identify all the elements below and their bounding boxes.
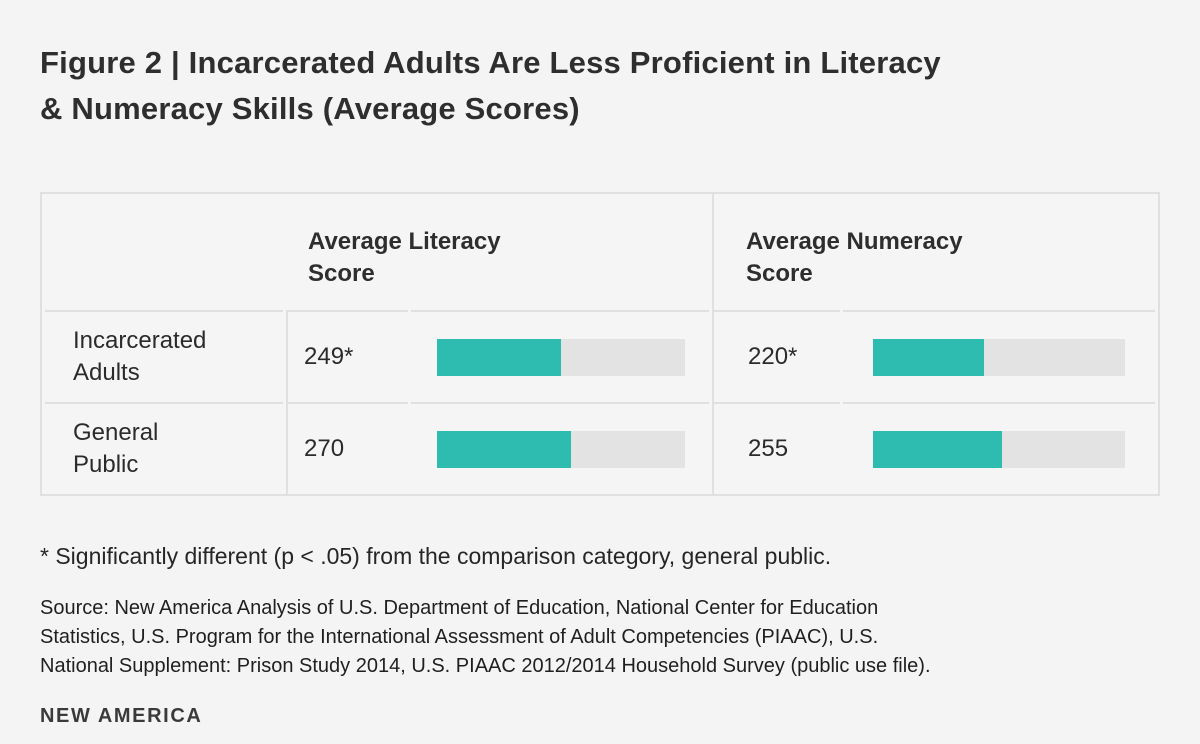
figure-title-line-1: Figure 2 | Incarcerated Adults Are Less …	[40, 45, 941, 80]
source-note: Source: New America Analysis of U.S. Dep…	[40, 594, 1160, 681]
literacy-column-header: Average Literacy Score	[286, 194, 709, 310]
source-line-2: Statistics, U.S. Program for the Interna…	[40, 626, 879, 648]
literacy-column-header-label: Average Literacy Score	[308, 228, 501, 287]
numeracy-score-bar-cell	[843, 402, 1155, 494]
bar-track	[873, 338, 1125, 376]
bar-track	[873, 430, 1125, 468]
row-label-text: Incarcerated Adults	[73, 327, 207, 386]
bar-fill	[873, 338, 984, 376]
numeracy-score-value: 220*	[712, 310, 840, 402]
row-label-incarcerated-adults: Incarcerated Adults	[45, 310, 283, 402]
row-label-text: General Public	[73, 419, 159, 478]
bar-track	[437, 338, 685, 376]
new-america-wordmark: NEW AMERICA	[40, 705, 203, 727]
bar-fill	[873, 430, 1002, 468]
numeracy-column-header: Average Numeracy Score	[712, 194, 1155, 310]
significance-footnote: * Significantly different (p < .05) from…	[40, 543, 832, 569]
literacy-score-value: 249*	[286, 310, 408, 402]
numeracy-score-value: 255	[712, 402, 840, 494]
source-line-1: Source: New America Analysis of U.S. Dep…	[40, 597, 879, 619]
figure-title: Figure 2 | Incarcerated Adults Are Less …	[40, 0, 1160, 132]
bar-fill	[437, 430, 571, 468]
source-line-3: National Supplement: Prison Study 2014, …	[40, 655, 931, 677]
table-header-row: Average Literacy Score Average Numeracy …	[45, 194, 1155, 310]
literacy-score-bar-cell	[411, 402, 709, 494]
literacy-score-value: 270	[286, 402, 408, 494]
row-label-general-public: General Public	[45, 402, 283, 494]
bar-track	[437, 430, 685, 468]
figure-title-line-2: & Numeracy Skills (Average Scores)	[40, 91, 580, 126]
numeracy-score-bar-cell	[843, 310, 1155, 402]
scores-table: Average Literacy Score Average Numeracy …	[40, 192, 1160, 496]
literacy-score-bar-cell	[411, 310, 709, 402]
bar-fill	[437, 338, 561, 376]
table-row-general-public: General Public 270 255	[45, 402, 1155, 494]
table-row-incarcerated-adults: Incarcerated Adults 249* 220*	[45, 310, 1155, 402]
numeracy-column-header-label: Average Numeracy Score	[746, 228, 963, 287]
corner-cell	[45, 194, 283, 310]
